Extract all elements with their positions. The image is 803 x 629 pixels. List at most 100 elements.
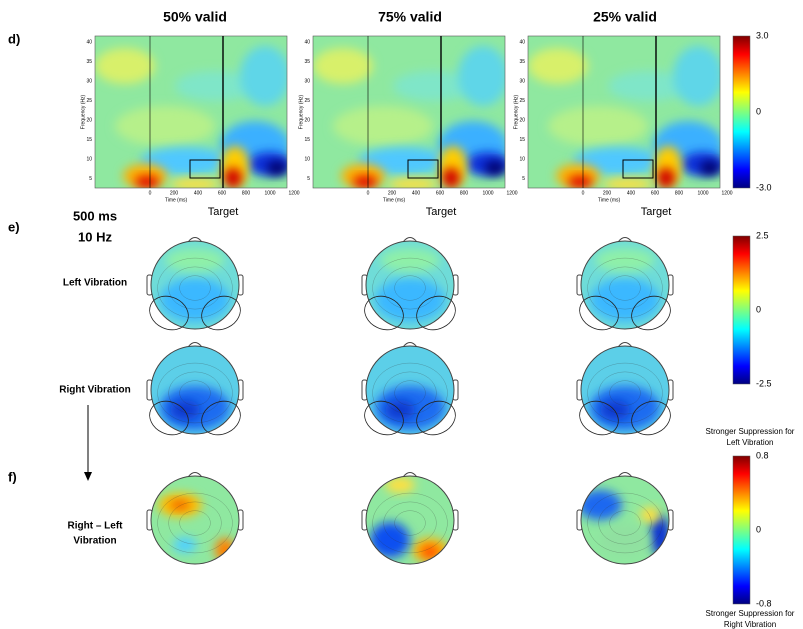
y-tick: 10 xyxy=(304,156,310,162)
panel-label: e) xyxy=(8,219,20,234)
x-tick: 1200 xyxy=(721,190,732,196)
y-tick: 30 xyxy=(304,78,310,84)
y-tick: 40 xyxy=(519,39,525,45)
panel-label: d) xyxy=(8,31,20,46)
topo-blob xyxy=(385,477,415,493)
y-tick: 20 xyxy=(304,117,310,123)
axis-label: Time (ms) xyxy=(598,197,621,203)
x-tick: 600 xyxy=(218,190,227,196)
topo-blob xyxy=(640,507,660,523)
heatmap-blob xyxy=(353,176,377,188)
colorbar xyxy=(733,456,750,604)
axis-label: Frequency (Hz) xyxy=(298,94,304,129)
heatmap-blob xyxy=(485,161,505,175)
x-tick: 1000 xyxy=(264,190,275,196)
heatmap-blob xyxy=(240,46,290,106)
topo-blob xyxy=(595,248,655,272)
y-tick: 40 xyxy=(86,39,92,45)
y-tick: 5 xyxy=(89,176,92,182)
target-label: Target xyxy=(641,206,672,218)
arrow-head xyxy=(84,472,92,481)
y-tick: 15 xyxy=(304,137,310,143)
y-tick: 30 xyxy=(86,78,92,84)
x-tick: 400 xyxy=(194,190,203,196)
colorbar-tick: 0 xyxy=(756,524,761,534)
column-title: 50% valid xyxy=(163,9,227,25)
heatmap xyxy=(528,36,725,190)
figure: d)50% valid40353025201510502004006008001… xyxy=(0,0,803,629)
column-title: 75% valid xyxy=(378,9,442,25)
heatmap-blob xyxy=(224,168,242,188)
x-tick: 600 xyxy=(651,190,660,196)
heatmap xyxy=(95,36,292,190)
heatmap-blob xyxy=(135,176,159,188)
topo-blob xyxy=(170,500,190,510)
topo-blob xyxy=(380,248,440,272)
y-tick: 35 xyxy=(304,59,310,65)
x-tick: 800 xyxy=(242,190,251,196)
x-tick: 600 xyxy=(436,190,445,196)
colorbar-tick: -3.0 xyxy=(756,182,772,192)
y-tick: 30 xyxy=(519,78,525,84)
y-tick: 25 xyxy=(304,98,310,104)
heatmap-blob xyxy=(95,48,155,84)
heatmap xyxy=(313,36,510,190)
row-label: Left Vibration xyxy=(63,278,127,289)
colorbar-tick: -2.5 xyxy=(756,378,772,388)
topo-blob xyxy=(375,278,445,322)
row-label: Right Vibration xyxy=(59,385,130,396)
topo-blob xyxy=(173,537,197,553)
note: Right Vibration xyxy=(724,620,776,629)
y-tick: 25 xyxy=(519,98,525,104)
colorbar-tick: 0 xyxy=(756,304,761,314)
y-tick: 40 xyxy=(304,39,310,45)
heatmap-blob xyxy=(333,106,433,146)
axis-label: Time (ms) xyxy=(165,197,188,203)
topo-blob xyxy=(215,538,235,562)
heatmap-blob xyxy=(458,46,508,106)
topo-blob xyxy=(160,278,230,322)
axis-label: Frequency (Hz) xyxy=(513,94,519,129)
note: Stronger Suppression for xyxy=(706,427,795,436)
heatmap-blob xyxy=(313,48,373,84)
target-label: Target xyxy=(426,206,457,218)
x-tick: 200 xyxy=(388,190,397,196)
topo-blob xyxy=(600,525,650,555)
y-tick: 25 xyxy=(86,98,92,104)
heatmap-blob xyxy=(673,46,723,106)
y-tick: 5 xyxy=(307,176,310,182)
x-tick: 1000 xyxy=(482,190,493,196)
colorbar xyxy=(733,36,750,188)
y-tick: 20 xyxy=(519,117,525,123)
topo-blob xyxy=(578,490,622,520)
x-tick: 1200 xyxy=(506,190,517,196)
topo-blob xyxy=(165,248,225,272)
x-tick: 0 xyxy=(149,190,152,196)
y-tick: 35 xyxy=(86,59,92,65)
y-tick: 5 xyxy=(522,176,525,182)
x-tick: 800 xyxy=(675,190,684,196)
x-tick: 0 xyxy=(582,190,585,196)
condition: 10 Hz xyxy=(78,229,112,244)
target-label: Target xyxy=(208,206,239,218)
heatmap-blob xyxy=(548,106,648,146)
x-tick: 1000 xyxy=(697,190,708,196)
colorbar-tick: 3.0 xyxy=(756,30,769,40)
panel-label: f) xyxy=(8,469,17,484)
condition: 500 ms xyxy=(73,208,117,223)
y-tick: 15 xyxy=(519,137,525,143)
heatmap-blob xyxy=(657,168,675,188)
x-tick: 200 xyxy=(603,190,612,196)
x-tick: 1200 xyxy=(288,190,299,196)
colorbar-tick: -0.8 xyxy=(756,598,772,608)
row-label: Vibration xyxy=(73,536,116,547)
heatmap-blob xyxy=(568,176,592,188)
colorbar xyxy=(733,236,750,384)
x-tick: 400 xyxy=(412,190,421,196)
column-title: 25% valid xyxy=(593,9,657,25)
x-tick: 0 xyxy=(367,190,370,196)
y-tick: 20 xyxy=(86,117,92,123)
heatmap-blob xyxy=(700,161,720,175)
note: Stronger Suppression for xyxy=(706,609,795,618)
row-label: Right – Left xyxy=(68,521,124,532)
